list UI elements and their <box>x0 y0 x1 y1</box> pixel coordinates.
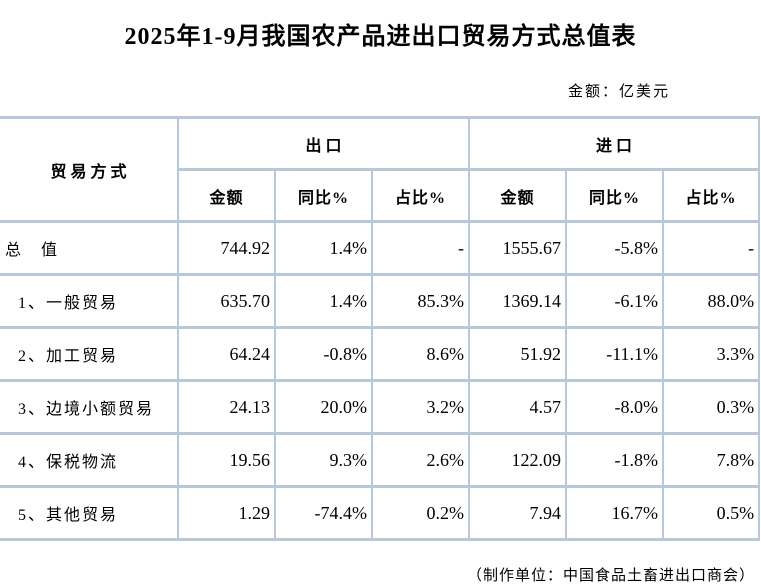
cell-import-amount: 7.94 <box>468 485 568 541</box>
cell-export-share: 3.2% <box>370 379 471 435</box>
cell-import-amount: 1369.14 <box>468 273 568 329</box>
cell-import-share: 7.8% <box>662 432 761 488</box>
cell-import-share: 0.5% <box>662 485 761 541</box>
table-row-general-trade: 1、一般贸易 635.70 1.4% 85.3% 1369.14 -6.1% 8… <box>0 273 761 329</box>
cell-trade-method: 3、边境小额贸易 <box>0 379 179 435</box>
cell-import-yoy: -6.1% <box>565 273 665 329</box>
cell-export-amount: 635.70 <box>177 273 276 329</box>
cell-import-amount: 122.09 <box>468 432 568 488</box>
cell-export-yoy: -74.4% <box>274 485 373 541</box>
cell-import-yoy: -8.0% <box>565 379 665 435</box>
table-row-bonded-logistics: 4、保税物流 19.56 9.3% 2.6% 122.09 -1.8% 7.8% <box>0 432 761 488</box>
page-title: 2025年1-9月我国农产品进出口贸易方式总值表 <box>124 24 637 50</box>
table-row-other-trade: 5、其他贸易 1.29 -74.4% 0.2% 7.94 16.7% 0.5% <box>0 485 761 541</box>
cell-export-yoy: 9.3% <box>274 432 373 488</box>
col-header-export-amount: 金额 <box>178 168 276 223</box>
cell-export-yoy: -0.8% <box>274 326 373 382</box>
col-group-export: 出口 <box>176 116 471 171</box>
cell-export-share: 0.2% <box>370 485 471 541</box>
col-header-import-share: 占比% <box>662 168 761 223</box>
cell-import-share: 0.3% <box>662 379 761 435</box>
col-header-import-yoy: 同比% <box>565 168 665 223</box>
col-header-export-share: 占比% <box>370 168 471 223</box>
cell-trade-method: 总 值 <box>0 220 179 276</box>
table-row-processing-trade: 2、加工贸易 64.24 -0.8% 8.6% 51.92 -11.1% 3.3… <box>0 326 761 382</box>
col-header-trade-method: 贸易方式 <box>0 116 179 223</box>
cell-export-amount: 1.29 <box>177 485 276 541</box>
col-header-import-amount: 金额 <box>468 168 568 223</box>
cell-import-share: 88.0% <box>662 273 761 329</box>
cell-export-share: - <box>370 220 471 276</box>
table-header: 贸易方式 出口 进口 金额 同比% 占比% 金额 同比% 占比% <box>0 116 761 223</box>
cell-export-yoy: 1.4% <box>274 273 373 329</box>
header-row-sub: 金额 同比% 占比% 金额 同比% 占比% <box>0 168 761 223</box>
cell-export-amount: 19.56 <box>177 432 276 488</box>
table-body: 总 值 744.92 1.4% - 1555.67 -5.8% - 1、一般贸易… <box>0 220 761 541</box>
table-row-border-trade: 3、边境小额贸易 24.13 20.0% 3.2% 4.57 -8.0% 0.3… <box>0 379 761 435</box>
cell-import-amount: 4.57 <box>468 379 568 435</box>
source-note: （制作单位：中国食品土畜进出口商会） <box>466 568 755 584</box>
cell-export-yoy: 20.0% <box>274 379 373 435</box>
cell-import-yoy: 16.7% <box>565 485 665 541</box>
cell-trade-method: 4、保税物流 <box>0 432 179 488</box>
cell-import-amount: 1555.67 <box>468 220 568 276</box>
trade-method-table: 贸易方式 出口 进口 金额 同比% 占比% 金额 同比% 占比% 总 值 744… <box>0 116 761 541</box>
cell-export-share: 2.6% <box>370 432 471 488</box>
cell-trade-method: 5、其他贸易 <box>0 485 179 541</box>
cell-export-share: 8.6% <box>370 326 471 382</box>
cell-export-amount: 744.92 <box>177 220 276 276</box>
unit-note: 金额：亿美元 <box>567 84 670 100</box>
col-group-import: 进口 <box>468 116 761 171</box>
header-row-groups: 贸易方式 出口 进口 <box>0 116 761 223</box>
cell-import-yoy: -1.8% <box>565 432 665 488</box>
cell-export-share: 85.3% <box>370 273 471 329</box>
cell-import-share: - <box>662 220 761 276</box>
cell-import-yoy: -11.1% <box>565 326 665 382</box>
cell-import-yoy: -5.8% <box>565 220 665 276</box>
cell-export-amount: 64.24 <box>177 326 276 382</box>
cell-import-amount: 51.92 <box>468 326 568 382</box>
cell-trade-method: 1、一般贸易 <box>0 273 179 329</box>
cell-import-share: 3.3% <box>662 326 761 382</box>
cell-trade-method: 2、加工贸易 <box>0 326 179 382</box>
table-row-total: 总 值 744.92 1.4% - 1555.67 -5.8% - <box>0 220 761 276</box>
cell-export-yoy: 1.4% <box>274 220 373 276</box>
col-header-export-yoy: 同比% <box>274 168 373 223</box>
cell-export-amount: 24.13 <box>177 379 276 435</box>
